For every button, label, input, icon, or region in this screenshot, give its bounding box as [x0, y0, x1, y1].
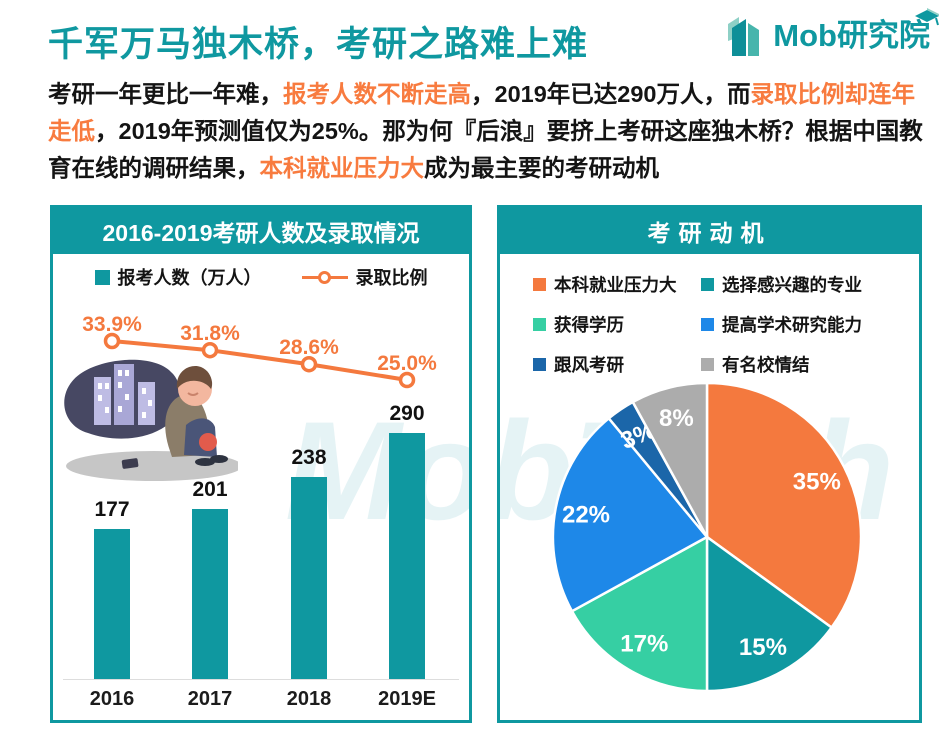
pie-slice	[570, 534, 709, 693]
legend-item: 提高学术研究能力	[701, 312, 862, 337]
pie-slice	[551, 416, 709, 613]
legend-item-admission: 录取比例	[301, 264, 428, 290]
legend-swatch	[533, 358, 546, 371]
applicants-chart-title: 2016-2019考研人数及录取情况	[53, 208, 469, 254]
line-series-label: 录取比例	[355, 268, 428, 288]
pie-slice	[705, 381, 863, 630]
bar-2019E	[389, 433, 425, 679]
brand-logo: Mob研究院	[725, 8, 939, 56]
page-title: 千军万马独木桥，考研之路难上难	[48, 25, 589, 64]
legend-label: 有名校情结	[722, 355, 810, 375]
bar-2016	[94, 529, 130, 679]
admission-rate-label: 33.9%	[82, 313, 142, 336]
line-point	[300, 355, 318, 373]
legend-item: 选择感兴趣的专业	[701, 272, 862, 297]
x-axis-line	[63, 679, 459, 680]
legend-item: 本科就业压力大	[533, 272, 701, 297]
legend-label: 选择感兴趣的专业	[722, 275, 862, 295]
intro-paragraph: 考研一年更比一年难，报考人数不断走高，2019年已达290万人，而录取比例却连年…	[48, 76, 924, 187]
motivation-pie: 35%15%17%22%3% 8%	[551, 381, 863, 693]
admission-rate-line	[103, 332, 416, 389]
dejected-student-illustration	[64, 359, 238, 481]
legend-swatch	[533, 318, 546, 331]
legend-item: 获得学历	[533, 312, 701, 337]
line-point	[103, 332, 121, 350]
bar-value-label: 238	[291, 446, 327, 469]
bar-value-label: 177	[94, 498, 130, 521]
bar-series-swatch	[94, 269, 110, 285]
legend-label: 本科就业压力大	[554, 275, 677, 295]
legend-item: 跟风考研	[533, 352, 701, 377]
brand-name: Mob研究院	[773, 8, 939, 56]
motivation-legend: 本科就业压力大 选择感兴趣的专业获得学历 提高学术研究能力跟风考研 有名校情结	[533, 272, 862, 377]
intro-text: ，2019年预测值仅为25%。那为何『后浪』要挤上考研这座独木桥？根据中国教育在…	[48, 118, 923, 181]
legend-swatch	[533, 278, 546, 291]
legend-label: 跟风考研	[554, 355, 624, 375]
x-axis-label: 2019E	[378, 688, 436, 710]
line-point	[201, 341, 219, 359]
intro-text: 考研一年更比一年难，	[48, 81, 283, 107]
pie-slice-label: 8%	[659, 405, 694, 432]
applicants-chart-panel: 2016-2019考研人数及录取情况 MobTech 报考人数（万人） 录取比例	[50, 205, 472, 723]
intro-highlight: 报考人数不断走高	[283, 81, 471, 107]
pie-slice-label: 35%	[793, 469, 841, 496]
graduation-cap-icon	[915, 8, 939, 26]
building-bars-icon	[728, 17, 760, 56]
bar-chart-legend: 报考人数（万人） 录取比例	[53, 264, 469, 290]
bar-2018	[291, 477, 327, 679]
bar-series-label: 报考人数（万人）	[117, 268, 262, 288]
x-axis-label: 2016	[89, 688, 135, 710]
x-axis-label: 2017	[187, 688, 233, 710]
x-axis-label: 2018	[286, 688, 332, 710]
intro-highlight: 录取比例却连年走低	[48, 81, 915, 144]
intro-highlight: 本科就业压力大	[259, 155, 425, 181]
legend-item: 有名校情结	[701, 352, 862, 377]
pie-slice-label: 17%	[620, 630, 668, 657]
line-point	[398, 371, 416, 389]
pie-slice-label: 22%	[562, 501, 610, 528]
legend-label: 提高学术研究能力	[722, 315, 862, 335]
legend-swatch	[701, 318, 714, 331]
motivation-chart-title: 考研动机	[500, 208, 919, 254]
pie-slice-label: 15%	[739, 634, 787, 661]
pie-slice	[631, 381, 709, 538]
legend-swatch	[701, 358, 714, 371]
intro-text: ，2019年已达290万人，而	[471, 81, 751, 107]
intro-text: 成为最主要的考研动机	[424, 155, 659, 181]
admission-rate-label: 25.0%	[377, 351, 437, 375]
motivation-chart-panel: 考研动机 MobTech 本科就业压力大选择感兴趣的专业获得学历提高学术研究能力…	[497, 205, 922, 723]
bar-value-label: 201	[192, 478, 228, 501]
bar-2017	[192, 509, 228, 679]
legend-swatch	[701, 278, 714, 291]
admission-rate-label: 31.8%	[180, 322, 240, 346]
admission-rate-label: 28.6%	[279, 336, 339, 360]
line-series-marker-icon	[301, 270, 348, 284]
legend-item-applicants: 报考人数（万人）	[94, 264, 262, 290]
pie-slice	[705, 534, 834, 693]
bar-value-label: 290	[389, 402, 425, 425]
legend-label: 获得学历	[554, 315, 624, 335]
